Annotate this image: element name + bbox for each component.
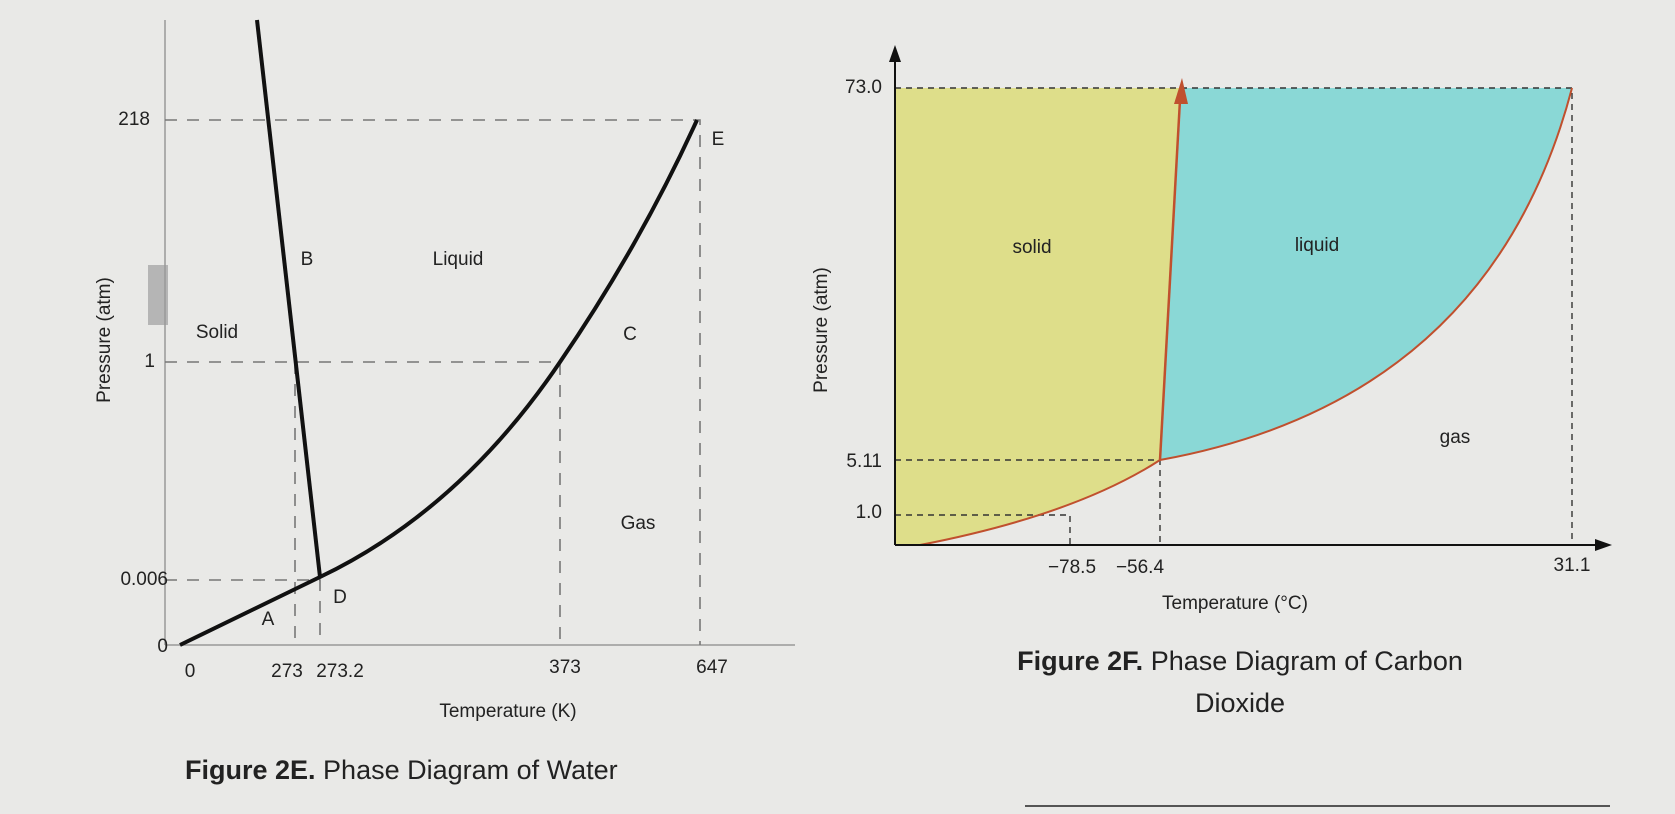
gray-mark	[148, 265, 168, 325]
y-axis-label: Pressure (atm)	[94, 277, 115, 403]
y-tick-label: 73.0	[845, 77, 882, 98]
y-tick-label: 1	[144, 351, 155, 372]
point-label: B	[301, 249, 314, 270]
x-tick-label: −78.5	[1048, 557, 1096, 578]
x-tick-label: 0	[185, 661, 196, 682]
x-tick-label: 31.1	[1554, 555, 1591, 576]
region-label: solid	[1012, 237, 1051, 258]
x-tick-label: 273.2	[316, 661, 364, 682]
point-label: E	[712, 129, 725, 150]
arrow-head	[889, 45, 901, 62]
x-axis-label: Temperature (K)	[439, 701, 576, 722]
guide-line	[895, 514, 1071, 545]
caption-text: Phase Diagram of Water	[323, 755, 618, 785]
caption-text: Dioxide	[1195, 688, 1285, 718]
region-label: Gas	[621, 513, 656, 534]
caption-label: Figure 2F.	[1017, 646, 1143, 676]
arrow-head	[1595, 539, 1612, 551]
region-label: gas	[1440, 427, 1471, 448]
vapor-curve	[179, 119, 699, 647]
region-label: Liquid	[433, 249, 484, 270]
phase-boundary	[919, 87, 1573, 546]
melting-curve	[255, 19, 322, 578]
x-tick-label: 647	[696, 657, 728, 678]
solid-region	[895, 88, 1182, 545]
guide-line	[165, 361, 561, 645]
x-tick-label: 373	[549, 657, 581, 678]
y-tick-label: 1.0	[856, 502, 882, 523]
x-tick-label: 273	[271, 661, 303, 682]
y-tick-label: 5.11	[846, 451, 882, 472]
y-tick-label: 0	[157, 636, 168, 657]
y-tick-label: 218	[118, 109, 150, 130]
x-tick-label: −56.4	[1116, 557, 1165, 578]
point-label: C	[623, 324, 637, 345]
y-axis-label: Pressure (atm)	[811, 267, 832, 393]
caption-label: Figure 2E.	[185, 755, 316, 785]
region-label: Solid	[196, 322, 238, 343]
region-label: liquid	[1295, 235, 1339, 256]
guide-line	[165, 119, 701, 645]
y-tick-label: 0.006	[120, 569, 168, 590]
caption: Figure 2E. Phase Diagram of Water	[185, 755, 618, 785]
water-diagram: 218 1 0.006 0 0 273 273.2 373 647 Temper…	[94, 19, 795, 785]
x-axis-label: Temperature (°C)	[1162, 593, 1308, 614]
caption-text: Phase Diagram of Carbon	[1151, 646, 1463, 676]
melting-curve	[1158, 99, 1182, 461]
point-label: D	[333, 587, 347, 608]
point-label: A	[262, 609, 275, 630]
caption: Figure 2F. Phase Diagram of Carbon	[1017, 646, 1463, 676]
liquid-region	[1160, 88, 1572, 460]
guide-line	[165, 579, 321, 645]
co2-diagram: 73.0 5.11 1.0 −78.5 −56.4 31.1 Temperatu…	[811, 45, 1612, 718]
arrow-head	[1174, 78, 1188, 104]
